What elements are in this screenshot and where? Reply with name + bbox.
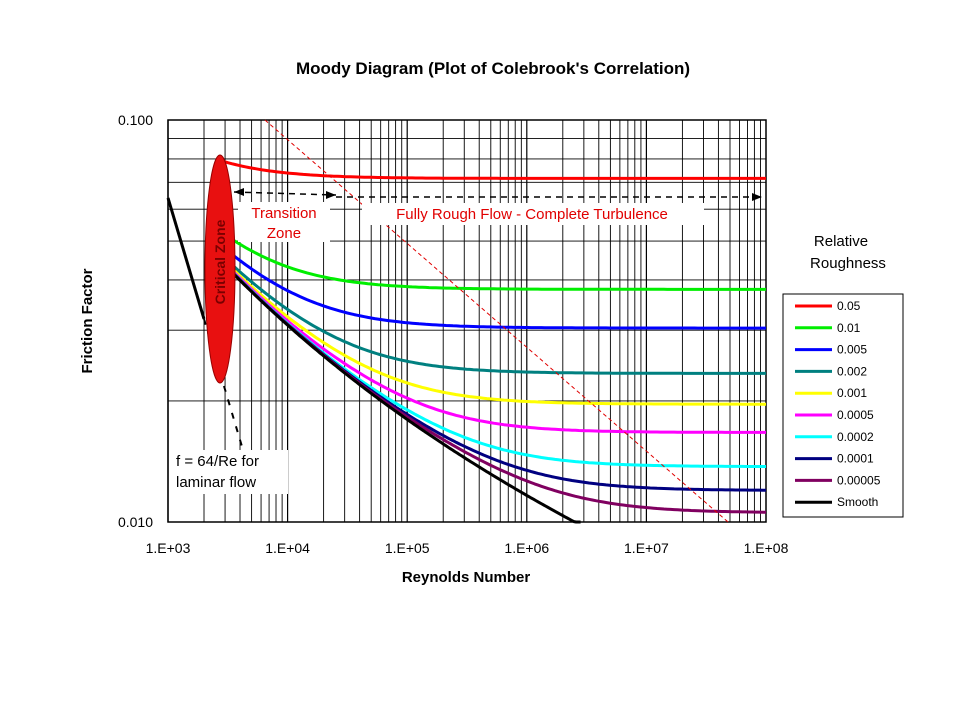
y-tick-label: 0.100: [118, 112, 153, 128]
x-tick-label: 1.E+04: [265, 540, 310, 556]
legend-label-0.0002: 0.0002: [837, 430, 874, 444]
x-tick-label: 1.E+03: [146, 540, 191, 556]
x-axis-label: Reynolds Number: [402, 569, 531, 586]
series-line-0.005: [220, 244, 766, 330]
fully-rough-arrow-head: [752, 193, 762, 201]
laminar-solid: [166, 197, 206, 320]
x-tick-label: 1.E+05: [385, 540, 430, 556]
laminar-dashed: [203, 318, 245, 453]
legend-label-0.005: 0.005: [837, 343, 867, 357]
series-layer: [166, 159, 766, 524]
legend-title-line2: Roughness: [810, 255, 886, 272]
legend-title-line1: Relative: [814, 233, 868, 250]
laminar-line: [166, 197, 245, 453]
laminar-line1: f = 64/Re for: [176, 453, 259, 470]
chart-title: Moody Diagram (Plot of Colebrook's Corre…: [296, 59, 690, 78]
legend-label-0.001: 0.001: [837, 386, 867, 400]
series-line-0.0001: [220, 260, 766, 492]
zone-layer: Critical Zone: [204, 119, 762, 523]
laminar-label: f = 64/Re for laminar flow: [170, 450, 288, 494]
fully-rough-text: Fully Rough Flow - Complete Turbulence: [396, 206, 668, 223]
laminar-line2: laminar flow: [176, 474, 256, 491]
critical-zone-label: Critical Zone: [212, 219, 228, 304]
transition-zone-line1: Transition: [251, 205, 316, 222]
legend-label-0.00005: 0.00005: [837, 473, 881, 487]
series-line-0.001: [220, 257, 766, 406]
transition-arrow-head-left: [234, 188, 244, 196]
series-line-0.002: [220, 253, 766, 375]
y-axis-label: Friction Factor: [79, 268, 96, 373]
series-line-0.0002: [220, 259, 766, 468]
grid: [167, 120, 766, 522]
y-tick-label: 0.010: [118, 514, 153, 530]
transition-arrow: [233, 191, 337, 196]
x-tick-label: 1.E+08: [744, 540, 789, 556]
legend-label-0.01: 0.01: [837, 321, 861, 335]
legend-label-0.0001: 0.0001: [837, 452, 874, 466]
legend-items: 0.05 0.01 0.005 0.002 0.001 0.0005 0.0002 0.000…: [795, 299, 881, 509]
critical-zone-ellipse: [204, 154, 236, 384]
fully-rough-bg: [362, 203, 704, 225]
transition-zone-line2: Zone: [267, 225, 301, 242]
legend-label-0.0005: 0.0005: [837, 408, 874, 422]
x-tick-label: 1.E+06: [504, 540, 549, 556]
series-line-Smooth: [220, 260, 581, 524]
legend-label-0.002: 0.002: [837, 364, 867, 378]
transition-zone-bg: [238, 202, 330, 242]
series-line-0.0005: [220, 258, 766, 434]
laminar-bg: [170, 450, 288, 494]
plot-frame: [167, 119, 767, 523]
series-line-0.05: [221, 159, 766, 180]
transition-zone-label: Transition Zone: [238, 202, 330, 242]
transition-arrow-head-right: [326, 191, 336, 199]
legend-label-0.05: 0.05: [837, 299, 861, 313]
ticks-layer: 1.E+03 1.E+04 1.E+05 1.E+06 1.E+07 1.E+08 0.10…: [118, 112, 789, 556]
series-line-0.01: [220, 230, 766, 291]
legend-label-Smooth: Smooth: [837, 495, 878, 509]
fully-rough-label: Fully Rough Flow - Complete Turbulence: [362, 203, 704, 225]
x-tick-label: 1.E+07: [624, 540, 669, 556]
